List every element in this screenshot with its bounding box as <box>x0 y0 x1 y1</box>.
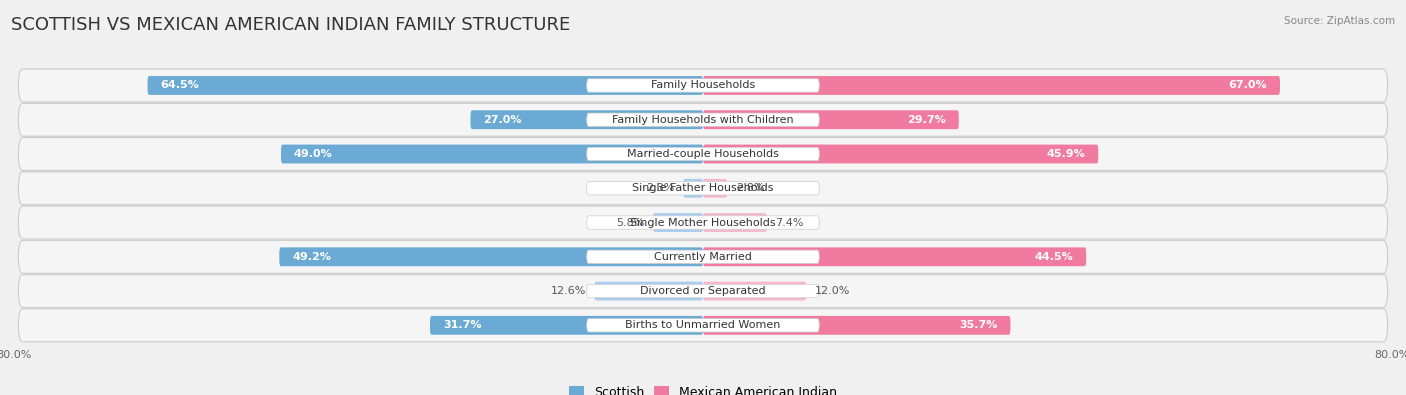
Text: Currently Married: Currently Married <box>654 252 752 262</box>
FancyBboxPatch shape <box>703 145 1098 164</box>
Text: 2.3%: 2.3% <box>647 183 675 193</box>
FancyBboxPatch shape <box>683 179 703 198</box>
FancyBboxPatch shape <box>703 316 1011 335</box>
FancyBboxPatch shape <box>18 172 1388 205</box>
Text: 12.0%: 12.0% <box>815 286 851 296</box>
FancyBboxPatch shape <box>703 76 1279 95</box>
Text: 67.0%: 67.0% <box>1229 81 1267 90</box>
Text: Source: ZipAtlas.com: Source: ZipAtlas.com <box>1284 16 1395 26</box>
FancyBboxPatch shape <box>586 284 820 298</box>
Text: 64.5%: 64.5% <box>160 81 200 90</box>
FancyBboxPatch shape <box>703 110 959 129</box>
FancyBboxPatch shape <box>18 206 1388 239</box>
FancyBboxPatch shape <box>586 319 820 332</box>
Text: Single Mother Households: Single Mother Households <box>630 218 776 228</box>
FancyBboxPatch shape <box>595 282 703 301</box>
FancyBboxPatch shape <box>586 113 820 126</box>
FancyBboxPatch shape <box>18 69 1388 102</box>
FancyBboxPatch shape <box>18 103 1388 136</box>
Text: 5.8%: 5.8% <box>616 218 644 228</box>
FancyBboxPatch shape <box>471 110 703 129</box>
Text: 31.7%: 31.7% <box>443 320 481 330</box>
Text: Married-couple Households: Married-couple Households <box>627 149 779 159</box>
Text: Births to Unmarried Women: Births to Unmarried Women <box>626 320 780 330</box>
Text: 27.0%: 27.0% <box>484 115 522 125</box>
FancyBboxPatch shape <box>586 147 820 161</box>
FancyBboxPatch shape <box>703 247 1087 266</box>
Text: SCOTTISH VS MEXICAN AMERICAN INDIAN FAMILY STRUCTURE: SCOTTISH VS MEXICAN AMERICAN INDIAN FAMI… <box>11 16 571 34</box>
Text: 45.9%: 45.9% <box>1046 149 1085 159</box>
FancyBboxPatch shape <box>586 79 820 92</box>
FancyBboxPatch shape <box>703 282 807 301</box>
FancyBboxPatch shape <box>18 275 1388 308</box>
Text: 12.6%: 12.6% <box>551 286 586 296</box>
FancyBboxPatch shape <box>148 76 703 95</box>
FancyBboxPatch shape <box>18 137 1388 171</box>
FancyBboxPatch shape <box>703 213 766 232</box>
Text: Family Households with Children: Family Households with Children <box>612 115 794 125</box>
Legend: Scottish, Mexican American Indian: Scottish, Mexican American Indian <box>564 381 842 395</box>
FancyBboxPatch shape <box>703 179 727 198</box>
FancyBboxPatch shape <box>280 247 703 266</box>
Text: Family Households: Family Households <box>651 81 755 90</box>
Text: 44.5%: 44.5% <box>1035 252 1073 262</box>
Text: 7.4%: 7.4% <box>775 218 804 228</box>
Text: 2.8%: 2.8% <box>735 183 765 193</box>
Text: 29.7%: 29.7% <box>907 115 946 125</box>
Text: Divorced or Separated: Divorced or Separated <box>640 286 766 296</box>
Text: 35.7%: 35.7% <box>959 320 997 330</box>
FancyBboxPatch shape <box>586 182 820 195</box>
FancyBboxPatch shape <box>281 145 703 164</box>
FancyBboxPatch shape <box>430 316 703 335</box>
Text: 49.2%: 49.2% <box>292 252 330 262</box>
FancyBboxPatch shape <box>18 309 1388 342</box>
Text: 49.0%: 49.0% <box>294 149 333 159</box>
Text: Single Father Households: Single Father Households <box>633 183 773 193</box>
FancyBboxPatch shape <box>586 216 820 229</box>
FancyBboxPatch shape <box>652 213 703 232</box>
FancyBboxPatch shape <box>18 240 1388 273</box>
FancyBboxPatch shape <box>586 250 820 263</box>
